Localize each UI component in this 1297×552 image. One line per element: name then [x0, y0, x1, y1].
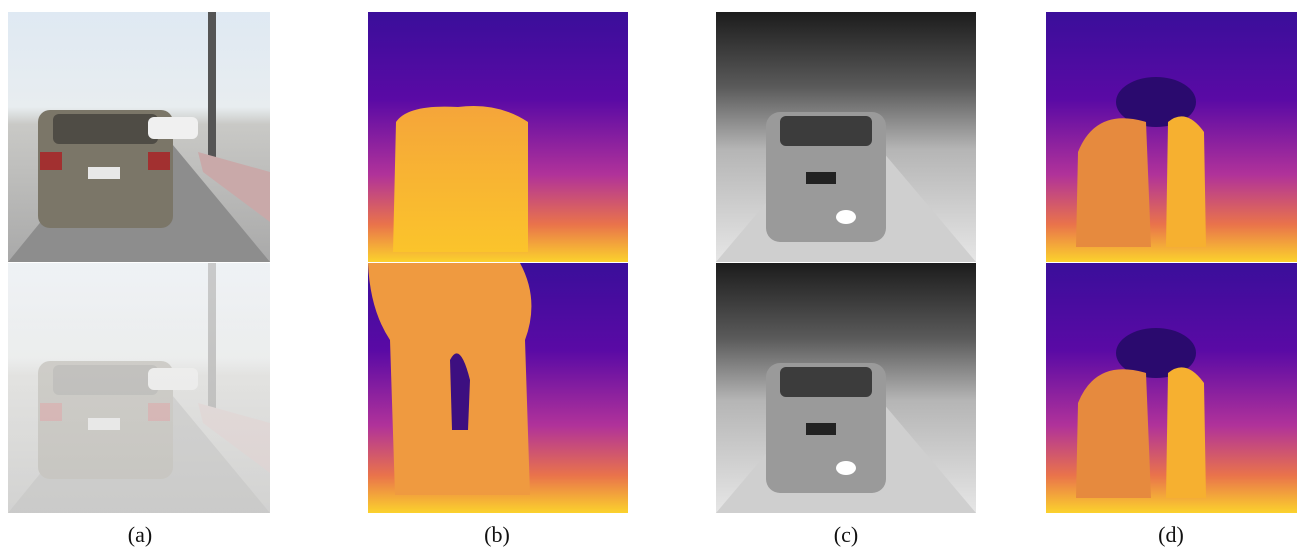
- figure: (a) (b) (c) (d): [0, 0, 1297, 552]
- depth-map: [368, 12, 628, 262]
- depth-map-d: [1046, 12, 1297, 262]
- panel-label: (d): [1111, 522, 1231, 548]
- photo: [8, 12, 270, 262]
- panel-label: (c): [786, 522, 906, 548]
- thermal-2: [716, 263, 976, 513]
- depth-map-d-2: [1046, 263, 1297, 513]
- panel-label: (a): [80, 522, 200, 548]
- haze-overlay: [8, 263, 270, 513]
- depth-map-hazy: [368, 263, 628, 513]
- thermal: [716, 12, 976, 262]
- panel-label: (b): [437, 522, 557, 548]
- figure-images: [0, 0, 1297, 552]
